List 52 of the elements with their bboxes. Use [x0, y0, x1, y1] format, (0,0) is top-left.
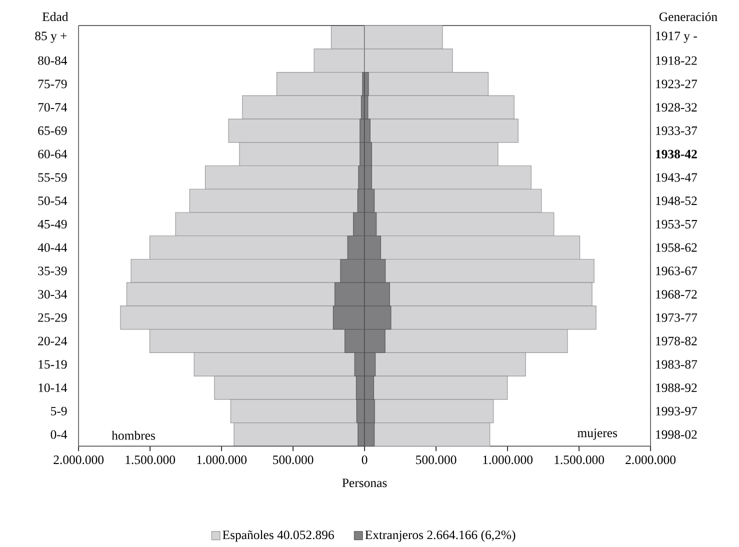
x-tick-label: 2.000.000: [54, 455, 104, 464]
legend-label: Extranjeros 2.664.166 (6,2%): [365, 530, 516, 542]
x-tick-label: 1.000.000: [197, 455, 247, 464]
y2-tick-label: 1983-87: [656, 360, 698, 368]
y2-tick-label: 1917 y -: [656, 31, 697, 43]
x-tick-label: 500.000: [416, 455, 456, 464]
y2-tick-label: 1968-72: [656, 290, 697, 298]
y-tick-label: 45-49: [38, 220, 67, 228]
x-tick-label: 500.000: [273, 455, 314, 464]
y-tick-label: 0-4: [50, 430, 68, 439]
y2-axis-title: Generación: [659, 12, 718, 21]
y-tick-label: 70-74: [38, 102, 68, 112]
y2-tick-label: 1978-82: [656, 336, 697, 346]
y2-tick-label: 1943-47: [656, 172, 698, 182]
y-tick-label: 40-44: [38, 243, 68, 252]
y2-tick-label: 1933-37: [656, 126, 698, 135]
y-tick-label: 15-19: [38, 360, 67, 368]
y-tick-label: 30-34: [38, 290, 68, 298]
y2-tick-label: 1938-42: [656, 150, 697, 158]
y-tick-label: 60-64: [38, 150, 68, 158]
y-tick-label: 25-29: [38, 313, 67, 322]
x-tick-label: 1.500.000: [126, 455, 176, 464]
y2-tick-label: 1988-92: [656, 383, 697, 392]
y-tick-label: 5-9: [51, 406, 67, 416]
y2-tick-label: 1998-02: [656, 430, 697, 439]
y-tick-label: 10-14: [38, 383, 68, 392]
y-tick-label: 85 y +: [35, 31, 67, 43]
y-tick-label: 75-79: [38, 79, 67, 88]
legend-label: Españoles 40.052.896: [222, 530, 334, 542]
y2-tick-label: 1928-32: [656, 102, 697, 112]
x-tick-label: 1.000.000: [483, 455, 533, 464]
y2-tick-label: 1993-97: [656, 406, 698, 416]
y-axis-title: Edad: [42, 12, 68, 21]
x-tick-label: 2.000.000: [626, 455, 676, 464]
y-tick-label: 20-24: [38, 336, 68, 346]
y-tick-label: 65-69: [38, 126, 67, 135]
x-tick-label: 0: [362, 455, 368, 464]
y2-tick-label: 1963-67: [656, 266, 698, 275]
y2-tick-label: 1923-27: [656, 79, 698, 88]
y2-tick-label: 1953-57: [656, 220, 698, 228]
y2-tick-label: 1973-77: [656, 313, 698, 322]
y2-tick-label: 1948-52: [656, 196, 697, 205]
annotation: hombres: [112, 430, 155, 440]
y-tick-label: 35-39: [38, 266, 67, 275]
y2-tick-label: 1918-22: [656, 56, 697, 65]
y-tick-label: 80-84: [38, 56, 68, 65]
x-tick-label: 1.500.000: [554, 455, 604, 464]
y2-tick-label: 1958-62: [656, 243, 697, 252]
annotation: mujeres: [577, 428, 618, 440]
y-tick-label: 55-59: [38, 172, 67, 182]
y-tick-label: 50-54: [38, 196, 68, 205]
x-axis-title: Personas: [342, 478, 387, 487]
